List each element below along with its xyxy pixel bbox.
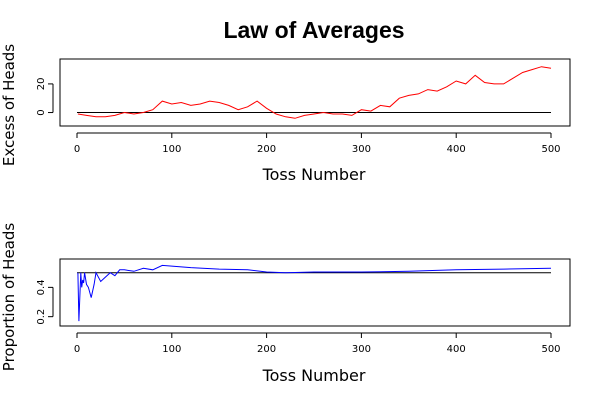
excess-heads-panel: Toss Number Excess of Heads 0 100 200 300 40… <box>0 44 571 184</box>
x-axis-label: Toss Number <box>262 165 366 184</box>
y-tick-label: 0.2 <box>36 309 47 325</box>
plot-frame <box>59 58 571 127</box>
x-tick-label: 400 <box>447 344 466 355</box>
y-tick-label: 0.4 <box>36 279 47 295</box>
y-tick-label: 0 <box>36 109 47 115</box>
x-tick-label: 100 <box>162 344 181 355</box>
x-tick-label: 200 <box>257 144 276 155</box>
plot-frame <box>59 258 571 327</box>
x-tick-label: 500 <box>541 344 560 355</box>
x-tick-label: 400 <box>447 144 466 155</box>
x-tick-label: 100 <box>162 144 181 155</box>
x-axis-label: Toss Number <box>262 366 366 385</box>
x-tick-label: 200 <box>257 344 276 355</box>
y-axis-label: Excess of Heads <box>0 44 18 166</box>
y-tick-label: 20 <box>36 78 47 91</box>
x-tick-label: 0 <box>74 144 80 155</box>
chart-title: Law of Averages <box>223 17 404 43</box>
data-series-line <box>77 264 552 322</box>
x-tick-label: 300 <box>352 344 371 355</box>
x-tick-label: 300 <box>352 144 371 155</box>
x-tick-label: 500 <box>541 144 560 155</box>
data-series-line <box>77 66 552 119</box>
y-axis-label: Proportion of Heads <box>0 223 18 372</box>
x-tick-label: 0 <box>74 344 80 355</box>
proportion-heads-panel: Toss Number Proportion of Heads 0 100 200 3… <box>0 223 571 385</box>
